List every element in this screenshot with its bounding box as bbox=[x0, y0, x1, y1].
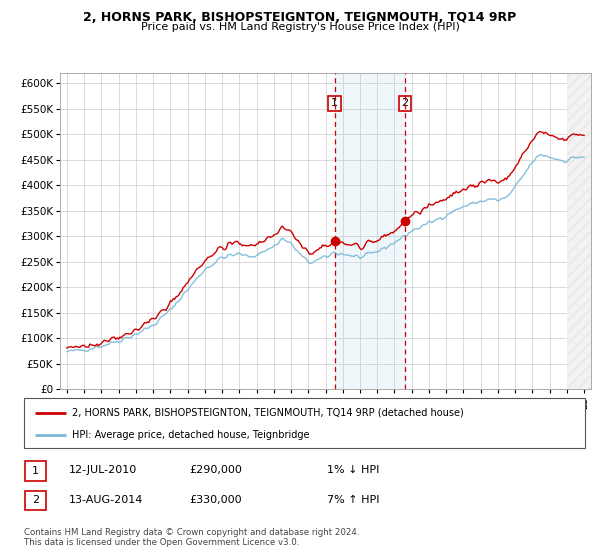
Text: £290,000: £290,000 bbox=[189, 465, 242, 475]
Text: £330,000: £330,000 bbox=[189, 494, 242, 505]
Text: 13-AUG-2014: 13-AUG-2014 bbox=[69, 494, 143, 505]
Text: Contains HM Land Registry data © Crown copyright and database right 2024.
This d: Contains HM Land Registry data © Crown c… bbox=[24, 528, 359, 547]
FancyBboxPatch shape bbox=[25, 461, 46, 480]
Bar bbox=[335, 73, 405, 389]
Text: 2: 2 bbox=[32, 495, 39, 505]
Text: 1: 1 bbox=[32, 466, 39, 476]
Text: 1% ↓ HPI: 1% ↓ HPI bbox=[327, 465, 379, 475]
Text: HPI: Average price, detached house, Teignbridge: HPI: Average price, detached house, Teig… bbox=[71, 431, 309, 440]
Text: 1: 1 bbox=[331, 99, 338, 109]
FancyBboxPatch shape bbox=[24, 398, 585, 448]
Bar bbox=[567, 73, 593, 389]
Bar bbox=[567, 73, 593, 389]
FancyBboxPatch shape bbox=[25, 491, 46, 510]
Text: 2, HORNS PARK, BISHOPSTEIGNTON, TEIGNMOUTH, TQ14 9RP: 2, HORNS PARK, BISHOPSTEIGNTON, TEIGNMOU… bbox=[83, 11, 517, 24]
Text: Price paid vs. HM Land Registry's House Price Index (HPI): Price paid vs. HM Land Registry's House … bbox=[140, 22, 460, 32]
Text: 12-JUL-2010: 12-JUL-2010 bbox=[69, 465, 137, 475]
Text: 7% ↑ HPI: 7% ↑ HPI bbox=[327, 494, 380, 505]
Text: 2, HORNS PARK, BISHOPSTEIGNTON, TEIGNMOUTH, TQ14 9RP (detached house): 2, HORNS PARK, BISHOPSTEIGNTON, TEIGNMOU… bbox=[71, 408, 463, 418]
Text: 2: 2 bbox=[401, 99, 409, 109]
